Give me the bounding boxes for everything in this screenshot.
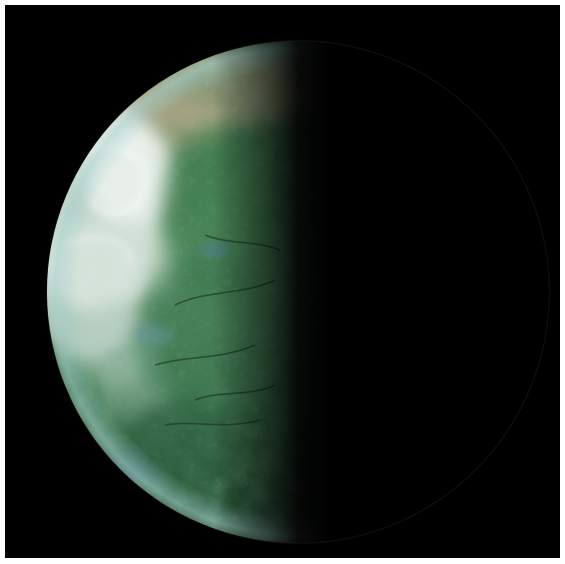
image-frame xyxy=(5,5,560,558)
planet-disc xyxy=(47,41,549,543)
planet-illustration xyxy=(46,40,550,544)
